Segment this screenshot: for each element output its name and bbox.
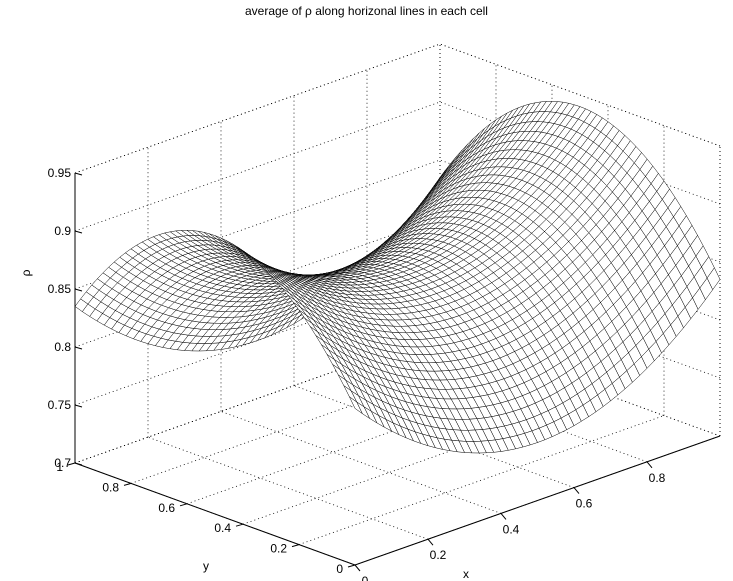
y-tick-label: 1 <box>56 460 63 474</box>
axes: 0 0.2 0.4 0.6 0.8 0 0.2 0.4 0.6 0.8 10.7 0.75 0.8 0.8… <box>19 166 721 581</box>
y-axis-label: y <box>203 559 209 573</box>
y-tick <box>67 462 76 466</box>
x-tick-label: 0.2 <box>430 548 447 562</box>
x-axis-label: x <box>463 567 469 581</box>
z-axis-label: ρ <box>19 269 33 276</box>
x-axis-line <box>354 435 721 566</box>
z-tick-label: 0.85 <box>48 282 72 296</box>
grid-line-x-floor <box>147 436 429 540</box>
z-tick-label: 0.75 <box>48 398 72 412</box>
x-tick <box>427 538 434 546</box>
box-frame-line <box>74 43 441 174</box>
y-tick <box>291 544 300 548</box>
y-tick-label: 0 <box>336 562 343 576</box>
z-tick-label: 0.95 <box>48 166 72 180</box>
grid-line-z-backwall <box>74 101 441 232</box>
grid-line-z-backwall <box>74 43 441 174</box>
z-tick-label: 0.9 <box>54 224 71 238</box>
z-tick-label: 0.7 <box>54 456 71 470</box>
y-tick-label: 0.2 <box>270 542 287 556</box>
y-tick-label: 0.6 <box>158 501 175 515</box>
y-tick <box>179 503 188 507</box>
x-tick <box>573 487 580 494</box>
z-tick <box>74 288 83 292</box>
z-tick <box>74 346 83 350</box>
y-tick-label: 0.8 <box>102 480 119 494</box>
x-tick-label: 0.8 <box>649 471 666 485</box>
grid-line-y-floor <box>130 354 497 484</box>
z-tick-label: 0.8 <box>54 340 71 354</box>
x-tick <box>500 513 507 520</box>
chart-title: average of ρ along horizonal lines in ea… <box>245 4 488 18</box>
x-tick-label: 0 <box>362 574 369 581</box>
surface-cell <box>349 396 363 414</box>
y-tick <box>235 523 244 527</box>
x-tick-label: 0.6 <box>576 497 593 511</box>
box-frame-line <box>439 43 721 147</box>
y-tick-label: 0.4 <box>214 521 231 535</box>
grid-line-x-floor <box>220 411 502 514</box>
x-tick <box>646 461 653 469</box>
y-tick <box>123 482 132 486</box>
z-tick <box>74 404 83 408</box>
z-tick <box>74 172 83 176</box>
surface-mesh <box>74 101 721 454</box>
x-tick <box>354 564 361 572</box>
grid-line-y-floor <box>242 394 609 525</box>
grid-line-z-backwall <box>74 275 441 406</box>
x-tick-label: 0.4 <box>503 522 520 536</box>
grid-line-y-floor <box>298 415 665 545</box>
grid-line-y-floor <box>186 374 553 505</box>
y-axis-line <box>74 462 356 566</box>
z-tick <box>74 230 83 234</box>
z-tick <box>74 462 83 466</box>
box-frame-line <box>74 333 441 464</box>
y-tick <box>347 564 356 568</box>
